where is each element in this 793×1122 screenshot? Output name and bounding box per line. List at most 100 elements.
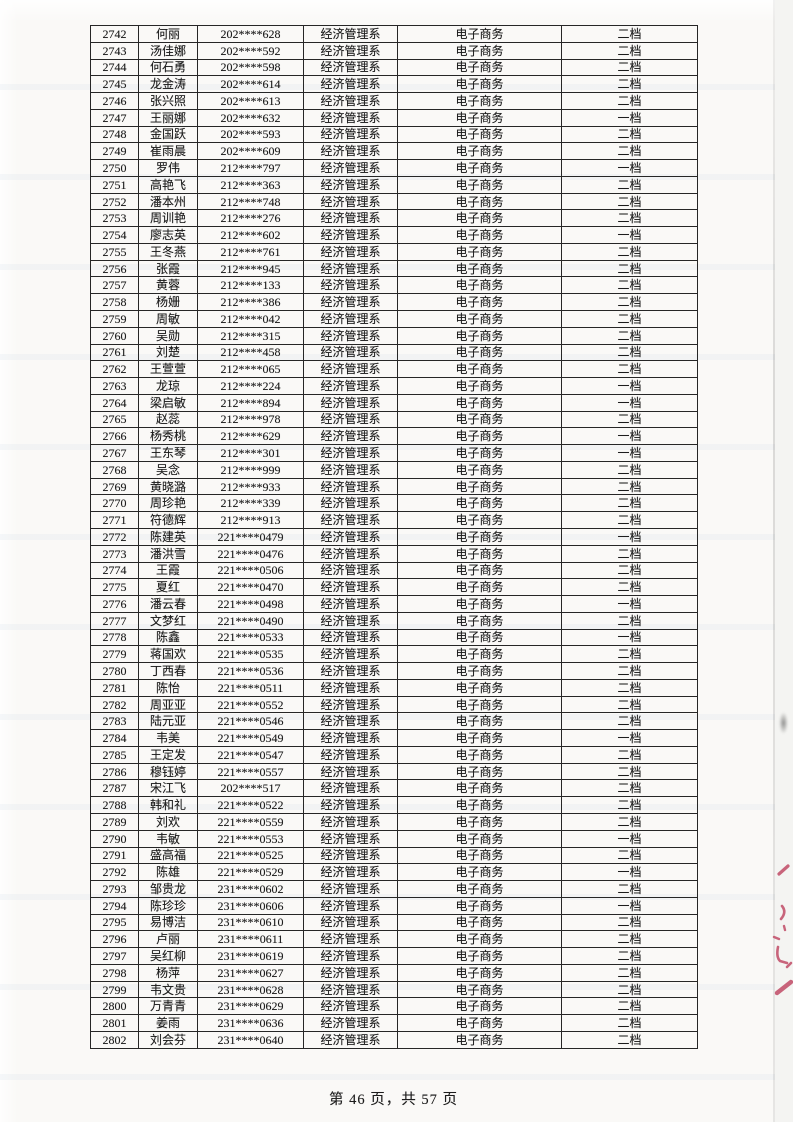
cell-name: 文梦红 bbox=[138, 611, 198, 630]
cell-name: 蒋国欢 bbox=[138, 645, 198, 664]
table-row: 2784 韦美 221****0549 经济管理系 电子商务 一档 bbox=[90, 729, 698, 747]
cell-tier: 一档 bbox=[561, 729, 698, 747]
cell-major: 电子商务 bbox=[397, 544, 562, 563]
cell-major: 电子商务 bbox=[397, 293, 562, 312]
cell-seq-number: 2786 bbox=[90, 762, 139, 781]
cell-department: 经济管理系 bbox=[303, 863, 398, 882]
cell-major: 电子商务 bbox=[397, 863, 562, 882]
cell-seq-number: 2801 bbox=[90, 1014, 139, 1032]
table-row: 2766 杨秀桃 212****629 经济管理系 电子商务 一档 bbox=[90, 427, 698, 446]
table-row: 2776 潘云春 221****0498 经济管理系 电子商务 一档 bbox=[90, 595, 698, 613]
cell-seq-number: 2774 bbox=[90, 561, 139, 580]
cell-department: 经济管理系 bbox=[303, 930, 398, 949]
cell-department: 经济管理系 bbox=[303, 326, 398, 345]
cell-name: 易博洁 bbox=[138, 913, 198, 932]
cell-department: 经济管理系 bbox=[303, 812, 398, 831]
table-row: 2748 金国跃 202****593 经济管理系 电子商务 二档 bbox=[90, 125, 698, 144]
cell-major: 电子商务 bbox=[397, 662, 562, 680]
cell-tier: 二档 bbox=[561, 947, 698, 965]
cell-major: 电子商务 bbox=[397, 947, 562, 965]
cell-tier: 二档 bbox=[561, 343, 698, 362]
scan-right-margin bbox=[775, 0, 793, 1122]
table-row: 2783 陆元亚 221****0546 经济管理系 电子商务 二档 bbox=[90, 712, 698, 731]
cell-tier: 二档 bbox=[561, 125, 698, 144]
cell-seq-number: 2792 bbox=[90, 863, 139, 882]
cell-name: 杨秀桃 bbox=[138, 427, 198, 446]
cell-tier: 二档 bbox=[561, 310, 698, 328]
cell-student-id: 221****0529 bbox=[197, 863, 304, 882]
roster-table-body: 2742 何丽 202****628 经济管理系 电子商务 二档 2743 汤佳娜 202***… bbox=[90, 25, 698, 1049]
table-row: 2760 吴勋 212****315 经济管理系 电子商务 二档 bbox=[90, 326, 698, 345]
cell-tier: 二档 bbox=[561, 209, 698, 228]
cell-seq-number: 2800 bbox=[90, 997, 139, 1016]
table-row: 2792 陈雄 221****0529 经济管理系 电子商务 一档 bbox=[90, 863, 698, 882]
cell-seq-number: 2764 bbox=[90, 393, 139, 412]
cell-student-id: 202****614 bbox=[197, 75, 304, 94]
cell-seq-number: 2799 bbox=[90, 980, 139, 999]
cell-major: 电子商务 bbox=[397, 930, 562, 949]
cell-tier: 一档 bbox=[561, 896, 698, 915]
cell-major: 电子商务 bbox=[397, 695, 562, 714]
cell-name: 万青青 bbox=[138, 997, 198, 1016]
cell-department: 经济管理系 bbox=[303, 310, 398, 328]
cell-seq-number: 2793 bbox=[90, 880, 139, 898]
table-row: 2754 廖志英 212****602 经济管理系 电子商务 一档 bbox=[90, 226, 698, 244]
cell-seq-number: 2753 bbox=[90, 209, 139, 228]
cell-student-id: 221****0533 bbox=[197, 628, 304, 647]
table-row: 2751 高艳飞 212****363 经济管理系 电子商务 二档 bbox=[90, 175, 698, 194]
cell-name: 丁西春 bbox=[138, 662, 198, 680]
cell-seq-number: 2770 bbox=[90, 494, 139, 513]
cell-name: 杨姗 bbox=[138, 293, 198, 312]
cell-major: 电子商务 bbox=[397, 511, 562, 529]
cell-name: 夏红 bbox=[138, 578, 198, 597]
cell-major: 电子商务 bbox=[397, 142, 562, 161]
table-row: 2752 潘本州 212****748 经济管理系 电子商务 二档 bbox=[90, 192, 698, 211]
cell-major: 电子商务 bbox=[397, 628, 562, 647]
cell-seq-number: 2783 bbox=[90, 712, 139, 731]
cell-tier: 一档 bbox=[561, 444, 698, 462]
table-row: 2749 崔雨晨 202****609 经济管理系 电子商务 二档 bbox=[90, 142, 698, 161]
cell-seq-number: 2784 bbox=[90, 729, 139, 747]
cell-seq-number: 2745 bbox=[90, 75, 139, 94]
cell-seq-number: 2771 bbox=[90, 511, 139, 529]
cell-department: 经济管理系 bbox=[303, 913, 398, 932]
cell-department: 经济管理系 bbox=[303, 393, 398, 412]
cell-tier: 二档 bbox=[561, 796, 698, 814]
cell-department: 经济管理系 bbox=[303, 997, 398, 1016]
cell-major: 电子商务 bbox=[397, 377, 562, 395]
table-row: 2768 吴念 212****999 经济管理系 电子商务 二档 bbox=[90, 460, 698, 479]
cell-department: 经济管理系 bbox=[303, 1030, 398, 1049]
table-row: 2786 穆钰婷 221****0557 经济管理系 电子商务 二档 bbox=[90, 762, 698, 781]
cell-student-id: 202****517 bbox=[197, 779, 304, 798]
cell-tier: 二档 bbox=[561, 645, 698, 664]
cell-major: 电子商务 bbox=[397, 980, 562, 999]
cell-tier: 二档 bbox=[561, 511, 698, 529]
cell-name: 陈雄 bbox=[138, 863, 198, 882]
cell-major: 电子商务 bbox=[397, 729, 562, 747]
cell-department: 经济管理系 bbox=[303, 25, 398, 43]
cell-tier: 一档 bbox=[561, 829, 698, 848]
cell-student-id: 212****978 bbox=[197, 410, 304, 429]
cell-major: 电子商务 bbox=[397, 192, 562, 211]
cell-tier: 二档 bbox=[561, 1014, 698, 1032]
cell-name: 姜雨 bbox=[138, 1014, 198, 1032]
cell-name: 崔雨晨 bbox=[138, 142, 198, 161]
cell-seq-number: 2756 bbox=[90, 259, 139, 278]
cell-department: 经济管理系 bbox=[303, 142, 398, 161]
cell-name: 吴勋 bbox=[138, 326, 198, 345]
table-row: 2778 陈鑫 221****0533 经济管理系 电子商务 一档 bbox=[90, 628, 698, 647]
cell-student-id: 221****0549 bbox=[197, 729, 304, 747]
page-footer: 第 46 页，共 57 页 bbox=[329, 1092, 458, 1108]
cell-tier: 二档 bbox=[561, 142, 698, 161]
cell-tier: 二档 bbox=[561, 779, 698, 798]
cell-seq-number: 2782 bbox=[90, 695, 139, 714]
cell-student-id: 231****0610 bbox=[197, 913, 304, 932]
cell-major: 电子商务 bbox=[397, 460, 562, 479]
cell-name: 张霞 bbox=[138, 259, 198, 278]
cell-department: 经济管理系 bbox=[303, 125, 398, 144]
cell-name: 刘楚 bbox=[138, 343, 198, 362]
cell-seq-number: 2781 bbox=[90, 678, 139, 697]
cell-tier: 二档 bbox=[561, 494, 698, 513]
cell-department: 经济管理系 bbox=[303, 712, 398, 731]
